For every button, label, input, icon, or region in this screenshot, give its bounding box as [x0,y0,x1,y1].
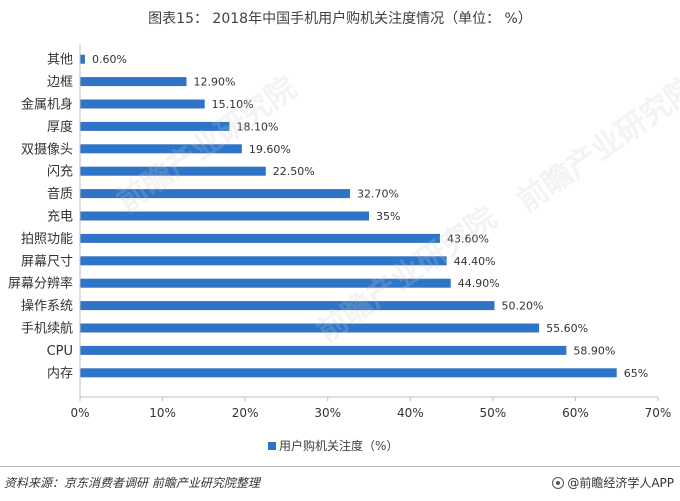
bar [80,323,540,333]
category-label: 其他 [47,53,73,68]
x-tick-label: 60% [562,406,589,420]
brand-text: @前瞻经济学人APP [567,476,674,490]
bar [80,54,85,64]
category-labels: 其他边框金属机身厚度双摄像头闪充音质充电拍照功能屏幕尺寸屏幕分辨率操作系统手机续… [8,53,73,382]
brand-credit: @前瞻经济学人APP [552,474,674,491]
x-tick-label: 30% [314,406,341,420]
legend-swatch [268,441,276,450]
bars [80,54,617,378]
bar [80,345,567,355]
category-label: 充电 [47,209,73,225]
category-label: 手机续航 [21,321,73,337]
bar [80,278,451,288]
brand-logo-icon [552,476,565,489]
x-tick-label: 40% [397,406,424,420]
data-label: 44.40% [454,255,496,268]
x-tick-label: 10% [149,406,176,420]
category-label: 厚度 [47,119,73,135]
bar [80,189,351,199]
category-label: 金属机身 [21,97,73,113]
bar [80,77,187,87]
chart-title: 图表15： 2018年中国手机用户购机关注度情况（单位： %） [148,11,532,27]
bar [80,256,447,266]
bar [80,368,617,378]
bar [80,121,230,131]
bar [80,211,369,221]
data-label: 15.10% [212,98,254,111]
data-label: 22.50% [273,165,315,178]
bar-chart: 其他边框金属机身厚度双摄像头闪充音质充电拍照功能屏幕尺寸屏幕分辨率操作系统手机续… [8,44,671,420]
category-label: CPU [47,344,73,359]
data-label: 50.20% [502,300,544,313]
data-label: 65% [624,367,648,380]
category-label: 拍照功能 [21,232,73,247]
x-tick-label: 70% [645,406,672,420]
data-label: 32.70% [357,188,399,201]
x-tick-label: 50% [480,406,507,420]
bar [80,166,266,176]
data-label: 55.60% [546,322,588,335]
bar [80,144,242,154]
category-label: 边框 [47,75,73,90]
bar [80,99,205,109]
source-note: 资料来源：京东消费者调研 前瞻产业研究院整理 [4,476,260,490]
data-label: 58.90% [573,344,615,357]
data-label: 12.90% [194,76,236,89]
category-label: 双摄像头 [21,142,73,157]
legend: 用户购机关注度（%） [268,437,398,454]
x-tick-label: 0% [70,406,89,420]
data-label: 0.60% [92,53,127,66]
data-label: 19.60% [249,143,291,156]
x-tick-label: 20% [232,406,259,420]
category-label: 内存 [47,365,73,381]
category-label: 操作系统 [21,298,73,314]
data-label: 44.90% [458,277,500,290]
x-axis: 0% 10% 20% 30% 40% 50% 60% 70% [70,44,671,420]
bar [80,301,495,311]
data-label: 18.10% [236,120,278,133]
data-label: 43.60% [447,232,489,245]
footer-divider [0,466,680,467]
category-label: 音质 [47,186,73,202]
data-label: 35% [376,210,400,223]
legend-label: 用户购机关注度（%） [279,439,399,453]
category-label: 闪充 [47,164,73,180]
category-label: 屏幕尺寸 [21,254,73,269]
value-labels: 0.60% 12.90% 15.10% 18.10% 19.60% 22.50% 32.70… [92,53,648,380]
category-label: 屏幕分辨率 [8,276,73,292]
bar [80,233,441,243]
